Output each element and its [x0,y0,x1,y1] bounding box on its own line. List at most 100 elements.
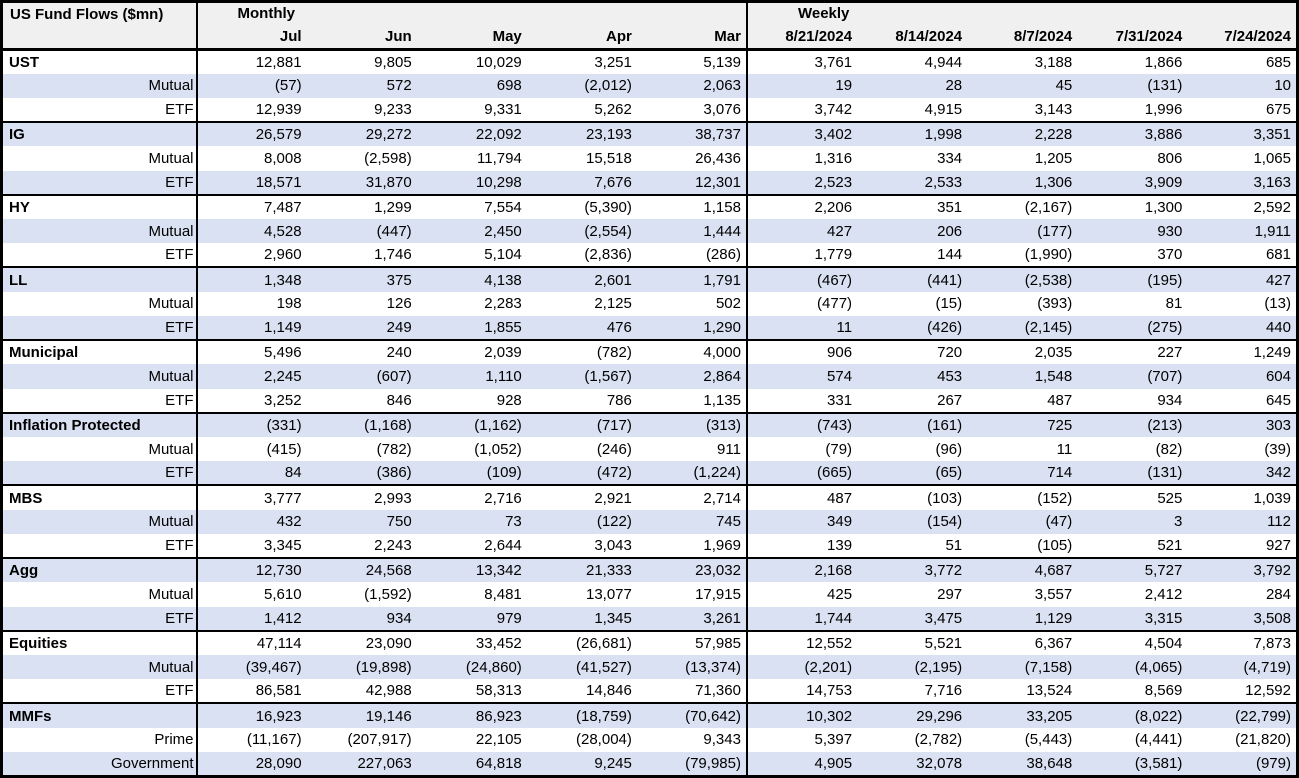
value-cell: 15,518 [585,149,632,167]
column-header: Mar [636,24,748,50]
value-cell: 2,644 [484,536,522,554]
value-cell: 425 [827,585,853,603]
table-row: HY 7,487 1,299 7,554 (5,390) 1,158 2,206 351 (2,… [1,193,1298,220]
value-cell: 7,487 [196,193,307,220]
value-cell: (103) [857,484,968,510]
value-cell: 19,146 [306,702,417,728]
value-cell: (426) [857,315,968,341]
value-cell: 57,985 [636,629,748,655]
value-cell: (109) [416,461,527,486]
value-cell: 3,345 [264,536,302,554]
value-cell: 334 [937,149,963,167]
value-cell: (21,820) [1235,731,1291,749]
value-cell: 3,043 [594,536,632,554]
sub-row-label: Mutual [1,219,198,244]
value-cell: 3,909 [1077,170,1188,195]
value-cell: 9,805 [306,48,417,74]
value-cell: 2,035 [967,339,1078,365]
value-cell: (79,985) [636,751,748,777]
value-cell: (13) [1264,295,1291,313]
value-cell: 19 [746,73,858,98]
value-cell: 2,450 [416,219,527,244]
section-label: Agg [1,557,198,583]
value-cell: 3,742 [814,101,853,119]
value-cell: 73 [416,509,527,534]
value-cell: (8,022) [1077,702,1188,728]
table-row: Mutual 432 750 73 (122) 745 349 (154) (47) 3 112 [1,509,1298,534]
value-cell: 58,313 [475,682,522,700]
table-row: ETF 2,960 1,746 5,104 (2,836) (286) 1,779 144 (1… [1,243,1298,268]
section-label: Municipal [1,339,198,365]
value-cell: 5,727 [1077,557,1188,583]
value-cell: 453 [857,364,968,389]
sub-row-label: Mutual [1,73,198,98]
value-cell: 12,939 [255,101,302,119]
value-cell: 681 [1265,246,1291,264]
table-row: Mutual (39,467) (19,898) (24,860) (41,527) (1… [1,654,1298,680]
value-cell: 47,114 [196,629,307,655]
value-cell: 911 [636,437,748,462]
value-cell: 1,300 [1077,193,1188,220]
value-cell: (19,898) [306,654,417,680]
column-header: Jul [196,24,307,50]
value-cell: (2,145) [967,315,1078,341]
value-cell: (4,441) [1134,731,1183,749]
value-cell: 786 [606,391,632,409]
value-cell: 427 [746,219,858,244]
table-row: IG 26,579 29,272 22,092 23,193 38,737 3,402 1,9… [1,121,1298,147]
value-cell: 934 [306,606,417,631]
sub-row-label: ETF [1,243,198,268]
value-cell: (154) [857,509,968,534]
value-cell: 28 [857,73,968,98]
value-cell: (415) [266,440,302,458]
table-row: ETF 86,581 42,988 58,313 14,846 71,360 14,753 7… [1,679,1298,704]
value-cell: 11,794 [477,149,522,167]
section-label: Equities [1,629,198,655]
value-cell: (2,201) [746,654,858,680]
value-cell: 1,744 [746,606,858,631]
value-cell: 23,193 [526,121,637,147]
value-cell: 297 [937,585,963,603]
value-cell: 29,296 [857,702,968,728]
value-cell: 432 [196,509,307,534]
value-cell: 2,125 [594,295,632,313]
section-label: HY [1,193,198,220]
value-cell: 1,548 [967,364,1078,389]
sub-row-label: ETF [1,315,198,341]
sub-row-label: Mutual [1,364,198,389]
value-cell: 645 [1265,391,1291,409]
value-cell: 2,921 [526,484,637,510]
value-cell: 33,205 [967,702,1078,728]
value-cell: 1,746 [374,246,412,264]
value-cell: 1,911 [1187,219,1298,244]
value-cell: 10,029 [416,48,527,74]
column-header-row: Jul Jun May Apr Mar 8/21/2024 8/14/2024 8/7/202… [2,24,1298,50]
value-cell: 267 [937,391,963,409]
value-cell: (22,799) [1187,702,1298,728]
value-cell: 4,528 [196,219,307,244]
value-cell: 24,568 [306,557,417,583]
value-cell: (717) [526,411,637,437]
value-cell: 685 [1187,48,1298,74]
value-cell: 1,412 [196,606,307,631]
value-cell: 2,716 [416,484,527,510]
value-cell: 3,261 [636,606,748,631]
value-cell: 440 [1187,315,1298,341]
value-cell: (39) [1264,440,1291,458]
value-cell: 3,508 [1187,606,1298,631]
value-cell: (18,759) [526,702,637,728]
value-cell: 1,299 [306,193,417,220]
value-cell: (1,592) [364,585,412,603]
value-cell: (665) [746,461,858,486]
value-cell: 1,205 [1034,149,1073,167]
value-cell: 227,063 [306,751,417,777]
value-cell: (1,052) [474,440,522,458]
value-cell: (2,195) [857,654,968,680]
value-cell: 1,135 [636,388,748,413]
value-cell: 2,168 [746,557,858,583]
value-cell: (1,168) [306,411,417,437]
value-cell: 10,302 [746,702,858,728]
value-cell: 11 [1056,440,1073,458]
column-group-monthly: Monthly [196,1,748,25]
value-cell: 303 [1187,411,1298,437]
